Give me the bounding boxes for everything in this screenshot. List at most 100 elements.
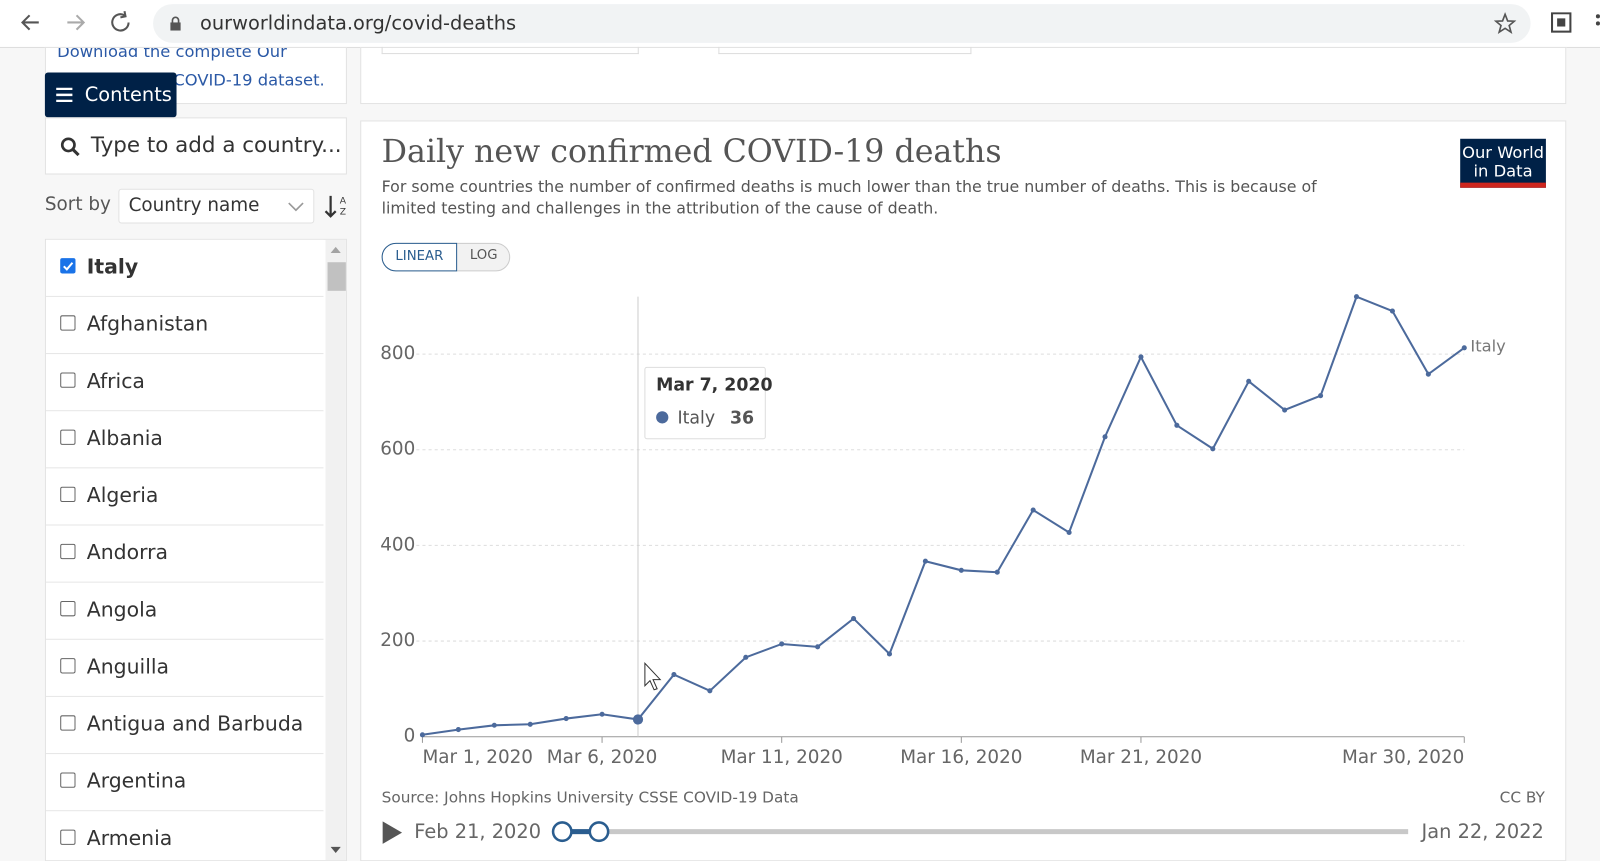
- timeline-start: Feb 21, 2020: [414, 820, 541, 843]
- x-tick-label: Mar 16, 2020: [900, 747, 1022, 768]
- data-point: [527, 721, 533, 727]
- scrollbar[interactable]: [325, 239, 346, 861]
- checkbox[interactable]: [60, 315, 76, 331]
- data-point: [886, 651, 893, 657]
- checkbox[interactable]: [60, 429, 76, 445]
- logo-line: Our World: [1462, 142, 1544, 163]
- source-note: Source: Johns Hopkins University CSSE CO…: [382, 788, 799, 806]
- data-point: [1282, 407, 1288, 413]
- checkbox[interactable]: [60, 829, 76, 845]
- play-button[interactable]: [382, 821, 403, 844]
- browser-bar: ourworldindata.org/covid-deaths: [0, 0, 1600, 48]
- checkbox[interactable]: [60, 486, 76, 503]
- checkbox[interactable]: [60, 372, 76, 388]
- data-point: [850, 616, 857, 622]
- x-tick-label: Mar 11, 2020: [721, 747, 843, 768]
- data-point: [1030, 507, 1036, 513]
- sort-select[interactable]: Country name: [118, 188, 315, 224]
- checkbox[interactable]: [60, 601, 76, 617]
- back-button[interactable]: [21, 14, 39, 31]
- data-point: [563, 716, 569, 722]
- data-point: [1461, 345, 1467, 351]
- y-tick-label: 0: [404, 726, 416, 747]
- series-label: Italy: [1470, 336, 1506, 355]
- tooltip-value: 36: [730, 408, 754, 428]
- country-name: Angola: [86, 596, 158, 622]
- country-row[interactable]: Albania: [45, 411, 324, 469]
- country-name: Armenia: [86, 825, 173, 850]
- data-point: [1210, 446, 1216, 452]
- timeline-handle[interactable]: [588, 821, 610, 843]
- x-tick-label: Mar 30, 2020: [1342, 747, 1464, 768]
- tooltip-swatch: [656, 411, 669, 424]
- tab-edge: [381, 46, 639, 55]
- y-tick-label: 400: [380, 534, 415, 555]
- owid-logo[interactable]: Our World in Data: [1460, 138, 1546, 188]
- y-tick-label: 200: [380, 630, 415, 651]
- tooltip-series: Italy: [678, 408, 716, 428]
- country-row[interactable]: Andorra: [45, 526, 324, 583]
- checkbox[interactable]: [60, 715, 76, 731]
- data-point: [491, 722, 497, 728]
- contents-button[interactable]: Contents: [44, 72, 177, 118]
- data-point: [1389, 308, 1395, 314]
- sort-direction[interactable]: AZ: [324, 194, 351, 221]
- data-point: [671, 671, 677, 678]
- forward-button[interactable]: [67, 14, 86, 31]
- tab-edge: [718, 46, 972, 55]
- data-point: [1425, 371, 1431, 377]
- lock-icon: [170, 16, 181, 31]
- logo-line: in Data: [1473, 161, 1533, 181]
- checkbox[interactable]: [60, 258, 76, 274]
- tooltip-box: [644, 366, 766, 440]
- country-row[interactable]: Antigua and Barbuda: [45, 697, 324, 755]
- data-point: [1138, 354, 1144, 360]
- data-point: [1102, 434, 1108, 440]
- scale-toggle: LINEAR LOG: [381, 242, 511, 272]
- scroll-thumb[interactable]: [327, 262, 346, 291]
- log-button[interactable]: LOG: [469, 247, 498, 264]
- country-row[interactable]: Italy: [45, 239, 324, 297]
- chart-title: Daily new confirmed COVID-19 deaths: [381, 133, 1002, 171]
- license: CC BY: [1500, 788, 1546, 806]
- country-row[interactable]: Armenia: [46, 811, 324, 860]
- country-name: Afghanistan: [86, 311, 209, 336]
- checkbox[interactable]: [60, 543, 76, 560]
- extension-icons[interactable]: [1551, 12, 1600, 34]
- bookmark-star[interactable]: [1493, 12, 1517, 34]
- data-point: [1246, 378, 1252, 384]
- data-point: [1318, 393, 1324, 399]
- data-point: [419, 732, 425, 738]
- y-tick-label: 600: [380, 439, 415, 460]
- svg-text:A: A: [340, 196, 347, 207]
- tooltip-date: Mar 7, 2020: [656, 376, 772, 396]
- data-point: [958, 567, 964, 573]
- timeline-handle[interactable]: [551, 821, 573, 843]
- data-point: [1066, 529, 1072, 536]
- country-row[interactable]: Angola: [45, 583, 324, 640]
- data-point: [632, 714, 644, 725]
- address-bar[interactable]: ourworldindata.org/covid-deaths: [153, 4, 1531, 43]
- country-row[interactable]: Algeria: [45, 468, 324, 526]
- series-line: [422, 295, 1465, 736]
- linear-button[interactable]: LINEAR: [381, 242, 458, 272]
- country-search[interactable]: Type to add a country...: [44, 117, 347, 175]
- country-name: Andorra: [86, 539, 168, 565]
- country-name: Argentina: [86, 768, 187, 793]
- country-row[interactable]: Afghanistan: [45, 297, 324, 355]
- data-point: [815, 644, 821, 650]
- checkbox[interactable]: [60, 772, 76, 788]
- nav-icons: [21, 11, 130, 32]
- timeline-end: Jan 22, 2022: [1421, 820, 1544, 843]
- y-tick-label: 800: [380, 343, 415, 364]
- svg-text:Z: Z: [340, 207, 346, 218]
- country-row[interactable]: Argentina: [45, 754, 324, 812]
- reload-button[interactable]: [111, 11, 130, 32]
- x-tick-label: Mar 1, 2020: [422, 747, 533, 768]
- checkbox[interactable]: [60, 658, 76, 674]
- country-name: Italy: [86, 254, 139, 279]
- country-list: Armenia Argentina Antigua and Barbuda Angui…: [44, 238, 347, 861]
- country-row[interactable]: Anguilla: [45, 640, 324, 697]
- country-row[interactable]: Africa: [45, 354, 324, 412]
